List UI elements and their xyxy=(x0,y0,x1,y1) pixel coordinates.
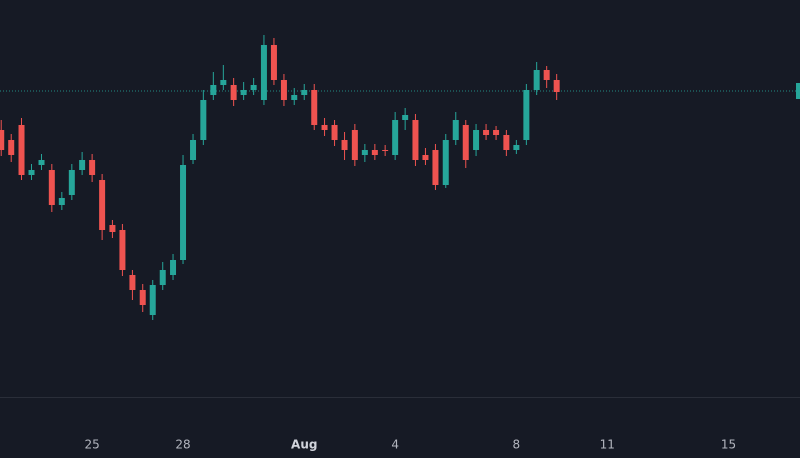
candle-body xyxy=(58,198,65,205)
candle-body xyxy=(442,140,449,185)
candle-body xyxy=(240,90,247,95)
candle-body xyxy=(260,45,267,100)
candle-body xyxy=(301,90,308,95)
candle-body xyxy=(18,125,25,175)
candle-body xyxy=(28,170,35,175)
last-price-marker xyxy=(796,83,800,99)
candle-body xyxy=(402,115,409,120)
x-tick-label: 4 xyxy=(391,438,399,452)
candle-body xyxy=(48,170,55,205)
x-tick-label: 8 xyxy=(513,438,521,452)
candle-body xyxy=(392,120,399,155)
candle-body xyxy=(351,130,358,160)
candle-body xyxy=(68,170,75,195)
x-tick-label: 15 xyxy=(721,438,736,452)
candle-body xyxy=(412,120,419,160)
x-tick-label: 11 xyxy=(600,438,615,452)
candle-body xyxy=(513,145,520,150)
candle-body xyxy=(331,125,338,140)
candle-body xyxy=(190,140,197,160)
candle-body xyxy=(109,225,116,232)
candle-body xyxy=(99,180,106,230)
x-tick-label: 25 xyxy=(84,438,99,452)
candle-body xyxy=(382,150,389,151)
candle-body xyxy=(523,90,530,140)
candle-body xyxy=(473,130,480,150)
x-tick-label: 28 xyxy=(175,438,190,452)
candle-body xyxy=(149,285,156,315)
candle-body xyxy=(422,155,429,160)
candle-body xyxy=(553,80,560,92)
candle-body xyxy=(180,165,187,260)
candle-body xyxy=(361,150,368,155)
x-tick-label: Aug xyxy=(291,438,317,452)
candle-body xyxy=(119,230,126,270)
candle-body xyxy=(371,150,378,155)
candle-body xyxy=(220,80,227,85)
candle-body xyxy=(341,140,348,150)
candle-body xyxy=(200,100,207,140)
candle-body xyxy=(462,125,469,160)
candle-body xyxy=(89,160,96,175)
candle-body xyxy=(170,260,177,275)
candle-body xyxy=(250,85,257,90)
candle-body xyxy=(129,275,136,290)
candle-body xyxy=(280,80,287,100)
candle-body xyxy=(38,160,45,165)
candle-body xyxy=(8,140,15,155)
candle-body xyxy=(79,160,86,170)
candle-body xyxy=(291,95,298,100)
candle-body xyxy=(210,85,217,95)
candle-body xyxy=(483,130,490,135)
candle-body xyxy=(159,270,166,285)
candle-body xyxy=(270,45,277,80)
candle-body xyxy=(432,150,439,185)
candle-body xyxy=(503,135,510,150)
candle-body xyxy=(493,130,500,135)
candle-body xyxy=(452,120,459,140)
candle-body xyxy=(311,90,318,125)
candle-body xyxy=(533,70,540,90)
candle-body xyxy=(0,130,5,150)
candle-body xyxy=(321,125,328,130)
candle-body xyxy=(543,70,550,80)
candle-body xyxy=(230,85,237,100)
candle-body xyxy=(139,290,146,305)
